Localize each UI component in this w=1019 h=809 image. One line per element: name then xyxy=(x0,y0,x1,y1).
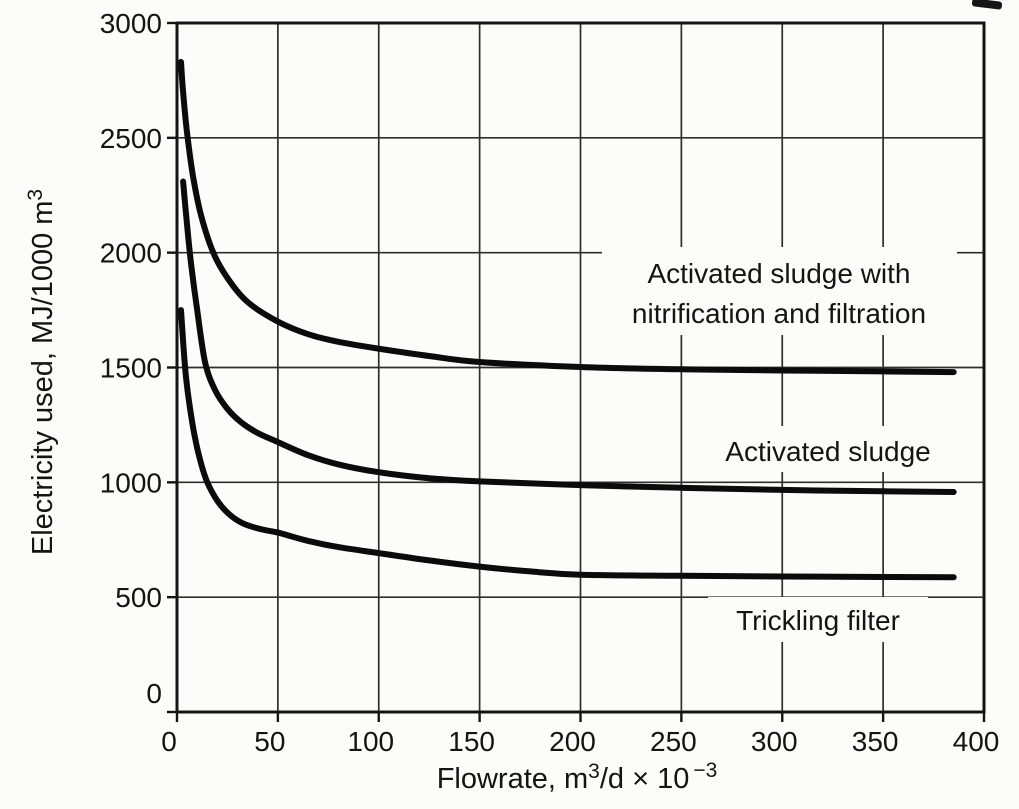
x-axis-title-sup2: −3 xyxy=(693,759,717,782)
y-tick-label: 500 xyxy=(115,582,162,613)
scan-artifact xyxy=(971,0,1003,10)
label-backdrop-tf xyxy=(708,597,928,642)
y-tick-label: 1500 xyxy=(100,353,162,384)
x-tick-label: 300 xyxy=(751,726,798,757)
y-axis-title-sup: 3 xyxy=(24,189,47,201)
curve-asnf xyxy=(178,59,957,376)
y-axis-title: Electricity used, MJ/1000 m3 xyxy=(24,189,59,555)
x-axis-title: Flowrate, m3/d × 10 −3 xyxy=(437,759,718,795)
y-axis-title-pre: Electricity used, MJ/1000 m xyxy=(27,201,59,556)
x-tick-label: 50 xyxy=(254,726,285,757)
x-axis-title-pre: Flowrate, m xyxy=(437,763,588,795)
series-label-asnf-line1: Activated sludge with xyxy=(647,258,910,289)
series-label-tf: Trickling filter xyxy=(736,605,900,636)
y-tick-label: 3000 xyxy=(100,8,162,39)
plot-frame xyxy=(175,21,986,714)
x-tick-label: 0 xyxy=(161,726,177,757)
y-tick-label: 1000 xyxy=(100,467,162,498)
x-tick-label: 200 xyxy=(549,726,596,757)
curves xyxy=(178,59,957,581)
x-tick-label: 400 xyxy=(953,726,1000,757)
x-axis-title-mid: /d × 10 xyxy=(600,763,690,795)
x-tick-label: 350 xyxy=(852,726,899,757)
x-tick-label: 250 xyxy=(650,726,697,757)
label-backdrop-as xyxy=(698,426,960,472)
y-tick-label: 0 xyxy=(146,678,162,709)
series-label-asnf-line2: nitrification and filtration xyxy=(632,298,926,329)
y-tick-label: 2000 xyxy=(100,238,162,269)
x-axis-title-sup1: 3 xyxy=(588,760,600,783)
curve-tf xyxy=(178,307,957,581)
tick-labels: 0 50 100 150 200 250 300 350 400 0 500 1000 1500 2000… xyxy=(100,8,1000,757)
x-tick-label: 150 xyxy=(448,726,495,757)
series-label-as: Activated sludge xyxy=(725,436,930,467)
y-tick-label: 2500 xyxy=(100,123,162,154)
axis-ticks xyxy=(167,21,986,722)
curve-as xyxy=(180,178,957,495)
x-tick-label: 100 xyxy=(347,726,394,757)
label-backdrop-asnf xyxy=(602,247,957,335)
